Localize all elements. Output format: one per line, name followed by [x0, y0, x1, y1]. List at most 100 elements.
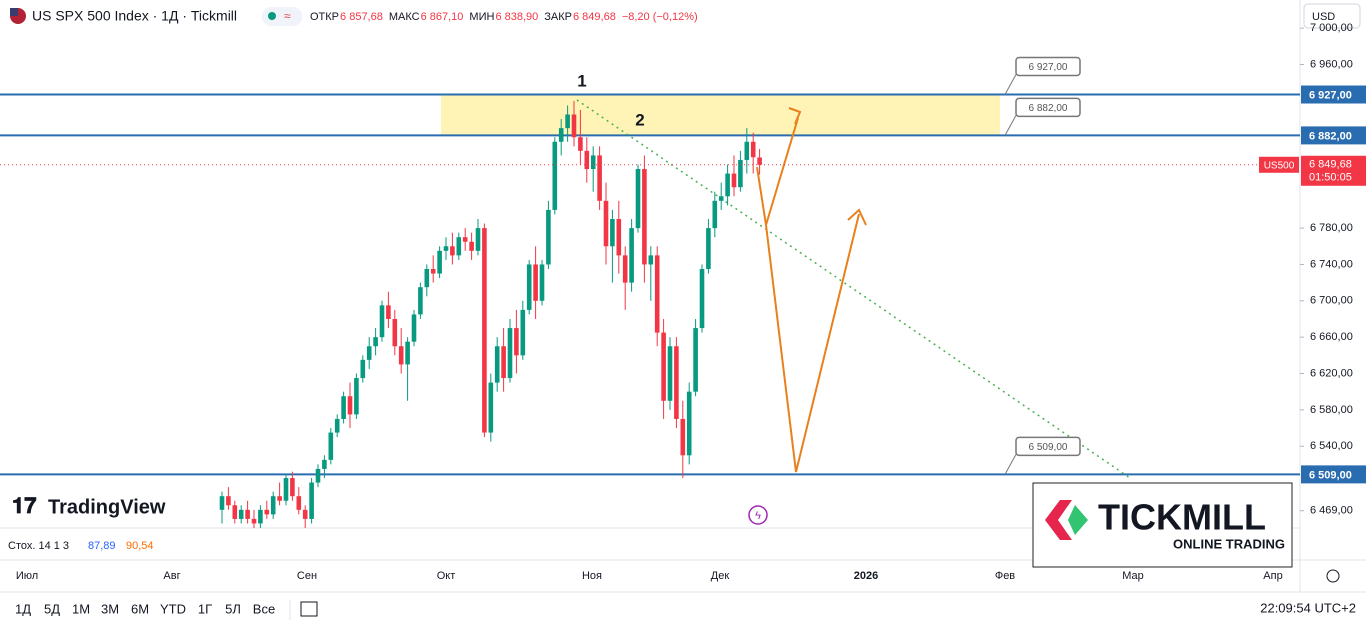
candle-body: [290, 478, 295, 497]
candle-body: [507, 328, 513, 379]
candle-body: [501, 346, 506, 379]
status-dot: [268, 12, 276, 20]
candle-body: [430, 268, 436, 274]
wave-label: 2: [635, 110, 644, 129]
candle-body: [296, 496, 302, 510]
callout-box: [1015, 56, 1081, 77]
candle-body: [398, 346, 404, 365]
candle-body: [392, 318, 398, 347]
candle-body: [642, 169, 647, 265]
range-button[interactable]: Все: [253, 601, 275, 616]
wave-label: 1: [577, 71, 586, 90]
candle-body: [654, 255, 660, 333]
level-axis-box: [1301, 85, 1366, 104]
callout-label: 6 927,00: [1029, 62, 1068, 73]
candle-body: [686, 391, 692, 456]
candle-body: [622, 255, 628, 283]
calendar-icon[interactable]: [300, 601, 318, 617]
broker-logo: TICKMILL: [1098, 497, 1266, 538]
y-tick-label: 7 000,00: [1310, 22, 1353, 34]
candle-body: [354, 378, 359, 415]
candle-body: [245, 509, 250, 519]
candle-body: [520, 309, 526, 356]
candle-body: [597, 155, 602, 201]
candle-body: [226, 496, 231, 506]
candle-body: [635, 169, 641, 229]
legend-label: ЗАКР: [544, 11, 572, 23]
candle-body: [539, 264, 545, 301]
candle-body: [443, 246, 449, 251]
projection-down-up: [765, 213, 860, 473]
candle-body: [546, 209, 551, 265]
indicator-name: Стох. 14 1 3: [8, 540, 69, 552]
legend-value: 6 867,10: [421, 11, 464, 23]
candle-body: [565, 114, 570, 129]
legend-value: 6 838,90: [495, 11, 538, 23]
legend-change: −8,20 (−0,12%): [622, 11, 698, 23]
range-button[interactable]: 1Д: [15, 601, 31, 616]
y-tick-label: 6 540,00: [1310, 440, 1353, 452]
trend-line: [576, 99, 1131, 479]
settings-icon[interactable]: [1326, 569, 1340, 583]
candle-body: [283, 478, 289, 501]
currency-button[interactable]: [1303, 3, 1361, 29]
candle-body: [302, 509, 308, 519]
range-button[interactable]: 1Г: [198, 601, 212, 616]
x-tick-label: Апр: [1263, 570, 1282, 582]
candle-body: [462, 237, 468, 242]
candle-body: [450, 246, 455, 256]
range-button[interactable]: 5Л: [225, 601, 241, 616]
callout-box: [1015, 436, 1081, 457]
arrow-head: [847, 208, 867, 226]
candle-body: [386, 305, 391, 319]
x-tick-label: Дек: [711, 570, 730, 582]
y-tick-label: 6 740,00: [1310, 258, 1353, 270]
range-button[interactable]: 3M: [101, 601, 119, 616]
indicator-d: 90,54: [126, 540, 154, 552]
callout-leader: [1004, 74, 1017, 95]
symbol-label: US500: [1264, 160, 1295, 171]
candle-body: [347, 396, 353, 415]
last-price-label: 6 849,68: [1309, 159, 1352, 171]
range-button[interactable]: 1M: [72, 601, 90, 616]
range-button[interactable]: 6M: [131, 601, 149, 616]
x-tick-label: Фев: [995, 570, 1015, 582]
candle-body: [488, 382, 494, 433]
candle-body: [232, 505, 238, 519]
y-tick-label: 6 780,00: [1310, 222, 1353, 234]
symbol-title: US SPX 500 Index · 1Д · Tickmill: [32, 8, 237, 24]
symbol-box: [1259, 156, 1299, 173]
candle-body: [379, 305, 385, 338]
candle-body: [757, 157, 762, 165]
candle-body: [578, 137, 583, 151]
y-tick-label: 6 620,00: [1310, 367, 1353, 379]
candle-body: [341, 396, 346, 419]
x-tick-label: Ноя: [582, 570, 602, 582]
candle-body: [712, 200, 718, 229]
tradingview-logo: TradingView: [48, 496, 166, 518]
callout-leader: [1004, 115, 1017, 136]
candle-body: [494, 346, 500, 383]
candle-body: [738, 159, 743, 188]
level-axis-box: [1301, 465, 1366, 484]
candle-body: [334, 418, 340, 433]
candle-body: [699, 268, 705, 329]
y-tick-label: 6 580,00: [1310, 404, 1353, 416]
candle-body: [552, 141, 558, 210]
arrow-head: [788, 107, 802, 125]
flag-icon-canton: [10, 8, 18, 16]
candle-body: [411, 314, 417, 342]
event-icon[interactable]: [748, 505, 768, 525]
x-tick-label: 2026: [854, 570, 878, 582]
candle-body: [667, 346, 673, 401]
range-button[interactable]: 5Д: [44, 601, 60, 616]
candle-body: [514, 328, 519, 356]
candle-body: [674, 346, 679, 419]
callout-label: 6 509,00: [1029, 442, 1068, 453]
range-button[interactable]: YTD: [160, 601, 186, 616]
candle-body: [590, 155, 596, 170]
projection: [756, 107, 867, 473]
status-pill[interactable]: [262, 7, 302, 26]
x-tick-label: Сен: [297, 570, 317, 582]
